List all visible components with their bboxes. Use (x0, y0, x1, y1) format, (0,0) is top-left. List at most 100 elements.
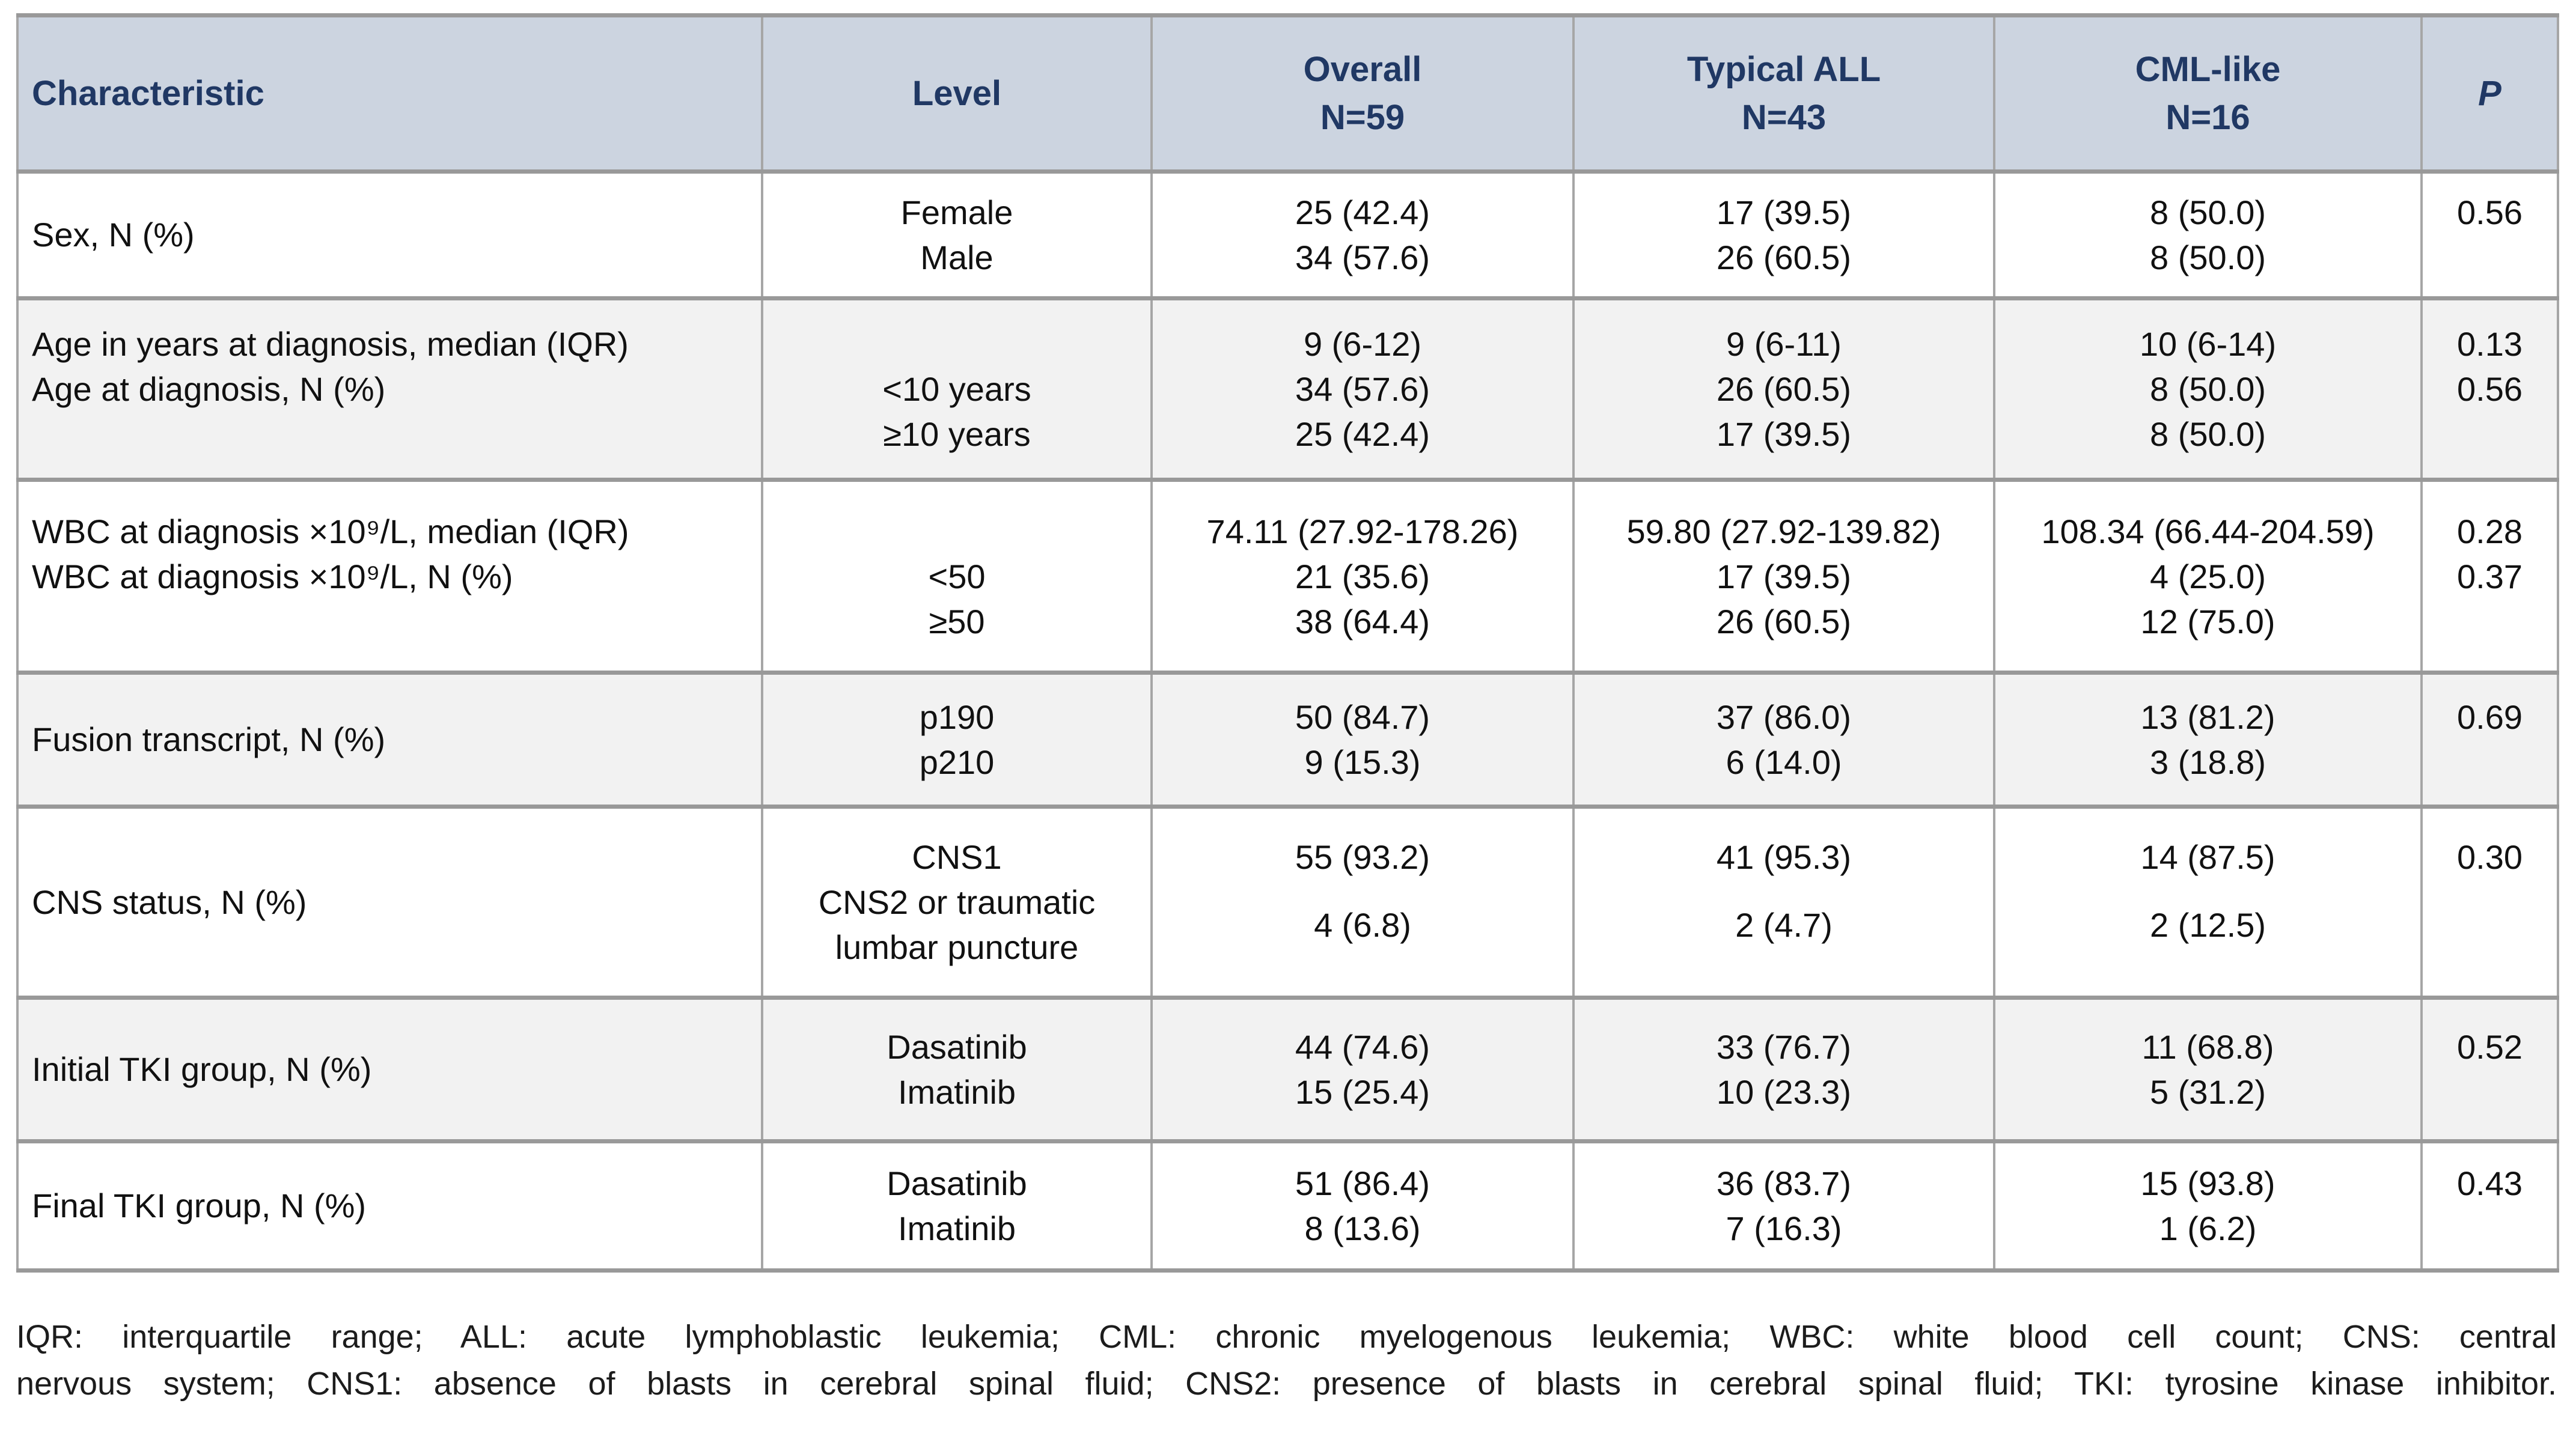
level-stack: <10 years ≥10 years (771, 321, 1143, 457)
cell-sex-typical-all: 17 (39.5) 26 (60.5) (1572, 169, 1995, 300)
value-stack: 41 (95.3) 2 (4.7) (1582, 835, 1986, 970)
data-value: 11 (68.8) (2141, 1028, 2274, 1066)
data-value: 34 (57.6) (1295, 239, 1430, 276)
data-value: 25 (42.4) (1295, 415, 1430, 453)
cell-wbc-p: 0.28 0.37 (2420, 478, 2559, 675)
level-value (771, 321, 1143, 367)
header-cml-like: CML-like N=16 (1993, 13, 2423, 174)
data-value: 8 (50.0) (2150, 193, 2266, 231)
data-value: 15 (93.8) (2140, 1164, 2275, 1202)
level-value: ≥10 years (883, 415, 1031, 453)
cell-age-characteristic: Age in years at diagnosis, median (IQR) … (16, 296, 763, 482)
characteristic-label: WBC at diagnosis ×10⁹/L, median (IQR) (32, 512, 629, 550)
data-value: 7 (16.3) (1726, 1209, 1842, 1247)
p-value: 0.37 (2457, 557, 2523, 595)
data-value: 2 (12.5) (2150, 905, 2266, 944)
header-overall: Overall N=59 (1150, 13, 1575, 174)
p-value (2430, 1069, 2550, 1115)
data-value: 26 (60.5) (1716, 239, 1852, 276)
cell-cns-typical-all: 41 (95.3) 2 (4.7) (1572, 805, 1995, 1000)
p-stack: 0.43 (2430, 1161, 2550, 1251)
data-value: 10 (23.3) (1716, 1073, 1852, 1111)
value-stack: 10 (6-14) 8 (50.0) 8 (50.0) (2003, 321, 2413, 457)
cell-cns-characteristic: CNS status, N (%) (16, 805, 763, 1000)
header-p-label: P (2478, 73, 2501, 113)
cell-fusion-characteristic: Fusion transcript, N (%) (16, 671, 763, 809)
cell-wbc-typical-all: 59.80 (27.92-139.82) 17 (39.5) 26 (60.5) (1572, 478, 1995, 675)
row-initial-tki-group: Initial TKI group, N (%) Dasatinib Imati… (16, 996, 2559, 1143)
level-stack: Dasatinib Imatinib (771, 1024, 1143, 1115)
header-level: Level (761, 13, 1153, 174)
cell-final-tki-p: 0.43 (2420, 1139, 2559, 1273)
data-value: 36 (83.7) (1716, 1164, 1852, 1202)
header-overall-n: N=59 (1320, 97, 1405, 137)
p-value: 0.28 (2457, 512, 2523, 550)
level-value: p190 (919, 698, 995, 736)
cell-age-typical-all: 9 (6-11) 26 (60.5) 17 (39.5) (1572, 296, 1995, 482)
p-value: 0.56 (2457, 370, 2523, 408)
p-value: 0.43 (2457, 1164, 2523, 1202)
characteristic-label: CNS status, N (%) (32, 883, 307, 921)
level-value: Dasatinib (887, 1028, 1027, 1066)
level-value: p210 (919, 743, 995, 781)
characteristic-label: WBC at diagnosis ×10⁹/L, N (%) (32, 557, 513, 595)
header-overall-name: Overall (1303, 49, 1422, 89)
data-value: 15 (25.4) (1295, 1073, 1430, 1111)
value-stack: 36 (83.7) 7 (16.3) (1582, 1161, 1986, 1251)
value-stack: 8 (50.0) 8 (50.0) (2003, 190, 2413, 280)
cell-wbc-level: <50 ≥50 (761, 478, 1153, 675)
value-stack: 108.34 (66.44-204.59) 4 (25.0) 12 (75.0) (2003, 509, 2413, 644)
value-stack: 11 (68.8) 5 (31.2) (2003, 1024, 2413, 1115)
value-stack: 44 (74.6) 15 (25.4) (1160, 1024, 1565, 1115)
value-stack: 55 (93.2) 4 (6.8) (1160, 835, 1565, 970)
value-stack: 17 (39.5) 26 (60.5) (1582, 190, 1986, 280)
level-value: CNS2 or traumatic lumbar puncture (818, 883, 1096, 966)
data-value: 17 (39.5) (1716, 193, 1852, 231)
abbreviations-footnote: IQR: interquartile range; ALL: acute lym… (16, 1313, 2557, 1407)
cell-sex-level: Female Male (761, 169, 1153, 300)
cell-fusion-level: p190 p210 (761, 671, 1153, 809)
characteristic-stack: Age in years at diagnosis, median (IQR) … (32, 321, 745, 457)
level-value: <10 years (882, 370, 1031, 408)
p-value (2430, 412, 2550, 457)
characteristic-label: Initial TKI group, N (%) (32, 1050, 372, 1088)
cell-age-level: <10 years ≥10 years (761, 296, 1153, 482)
characteristic-label: Final TKI group, N (%) (32, 1187, 367, 1224)
cell-initial-tki-typical-all: 33 (76.7) 10 (23.3) (1572, 996, 1995, 1143)
data-value: 5 (31.2) (2150, 1073, 2266, 1111)
cell-age-overall: 9 (6-12) 34 (57.6) 25 (42.4) (1150, 296, 1575, 482)
data-value: 8 (50.0) (2150, 239, 2266, 276)
p-value: 0.56 (2457, 193, 2523, 231)
value-stack: 25 (42.4) 34 (57.6) (1160, 190, 1565, 280)
characteristic-label: Age at diagnosis, N (%) (32, 370, 386, 408)
level-value: Female (900, 193, 1013, 231)
data-value: 17 (39.5) (1716, 415, 1852, 453)
data-value: 13 (81.2) (2140, 698, 2275, 736)
cell-sex-p: 0.56 (2420, 169, 2559, 300)
p-value: 0.30 (2457, 838, 2523, 876)
cell-wbc-overall: 74.11 (27.92-178.26) 21 (35.6) 38 (64.4) (1150, 478, 1575, 675)
data-value: 9 (15.3) (1304, 743, 1421, 781)
header-cml-like-n: N=16 (2165, 97, 2250, 137)
header-typical-all: Typical ALL N=43 (1572, 13, 1995, 174)
level-value: Dasatinib (887, 1164, 1027, 1202)
data-value: 41 (95.3) (1716, 838, 1852, 876)
cell-cns-p: 0.30 (2420, 805, 2559, 1000)
level-stack: Dasatinib Imatinib (771, 1161, 1143, 1251)
level-stack: <50 ≥50 (771, 509, 1143, 644)
level-value: <50 (928, 557, 986, 595)
data-value: 14 (87.5) (2140, 838, 2275, 876)
value-stack: 74.11 (27.92-178.26) 21 (35.6) 38 (64.4) (1160, 509, 1565, 644)
characteristic-label (32, 412, 745, 457)
p-stack: 0.56 (2430, 190, 2550, 280)
cell-final-tki-level: Dasatinib Imatinib (761, 1139, 1153, 1273)
data-value: 34 (57.6) (1295, 370, 1430, 408)
p-value (2430, 740, 2550, 785)
data-value: 8 (13.6) (1304, 1209, 1421, 1247)
data-value: 108.34 (66.44-204.59) (2041, 512, 2375, 550)
data-value: 1 (6.2) (2159, 1209, 2257, 1247)
cell-sex-cml-like: 8 (50.0) 8 (50.0) (1993, 169, 2423, 300)
cell-final-tki-typical-all: 36 (83.7) 7 (16.3) (1572, 1139, 1995, 1273)
page: Characteristic Level Overall N=59 Typica… (16, 13, 2560, 1407)
level-value: Male (920, 239, 993, 276)
